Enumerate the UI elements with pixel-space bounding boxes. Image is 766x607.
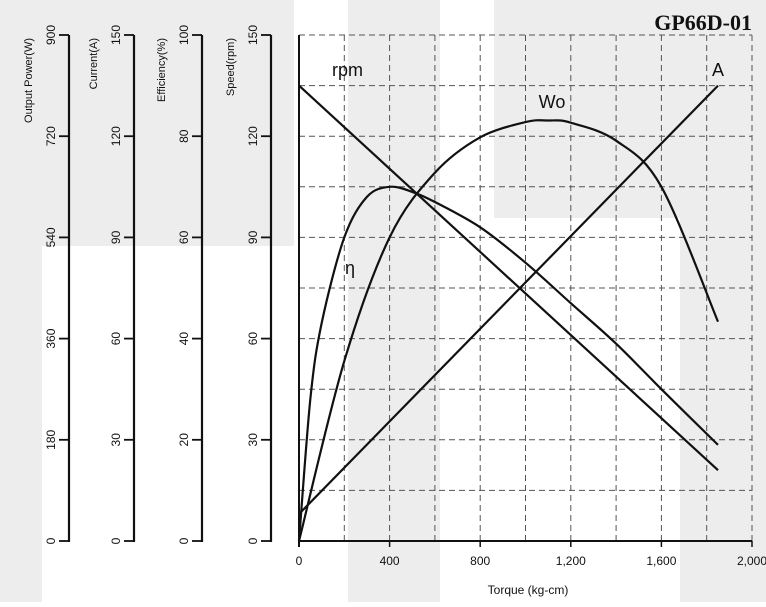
y-tick-label: 0: [44, 537, 58, 544]
speed-curve: [298, 84, 719, 471]
x-tick-label: 2,000: [737, 554, 766, 568]
current-curve: [298, 84, 719, 515]
series-label-efficiency: η: [345, 258, 355, 278]
y-tick-label: 60: [177, 230, 191, 244]
series-label-rpm: rpm: [332, 60, 363, 80]
chart-title: GP66D-01: [654, 10, 752, 35]
background-band: [680, 218, 766, 602]
y-tick-label: 20: [177, 433, 191, 447]
y-tick-label: 60: [109, 332, 123, 346]
x-tick-label: 0: [296, 554, 303, 568]
y-tick-label: 90: [246, 230, 260, 244]
axes: 0 400 800 1,200 1,600 2,0000180360540720900Ou…: [23, 25, 766, 568]
y-tick-label: 360: [44, 328, 58, 348]
y-tick-label: 0: [109, 537, 123, 544]
y-tick-label: 30: [246, 433, 260, 447]
labels: rpm A Wo η: [332, 60, 724, 278]
y-tick-label: 40: [177, 332, 191, 346]
y-tick-label: 0: [177, 537, 191, 544]
y-tick-label: 900: [44, 25, 58, 45]
y-tick-label: 80: [177, 129, 191, 143]
background-band: [0, 0, 42, 602]
x-axis-label: Torque (kg-cm): [488, 583, 569, 597]
background-band: [138, 0, 294, 246]
gridlines: [299, 34, 753, 541]
x-tick-label: 400: [380, 554, 400, 568]
series-label-current: A: [712, 60, 724, 80]
series: [297, 84, 720, 542]
y-tick-label: 150: [109, 25, 123, 45]
y-tick-label: 720: [44, 126, 58, 146]
y-axis-label: Speed(rpm): [225, 38, 237, 96]
output-power-curve: [297, 119, 720, 542]
x-tick-label: 1,200: [556, 554, 586, 568]
x-tick-label: 1,600: [646, 554, 676, 568]
y-tick-label: 120: [109, 126, 123, 146]
background-band: [494, 0, 766, 218]
y-tick-label: 90: [109, 230, 123, 244]
background-band: [42, 0, 108, 246]
y-axis-label: Current(A): [88, 38, 100, 89]
y-axis-label: Output Power(W): [23, 38, 35, 123]
y-tick-label: 540: [44, 227, 58, 247]
x-tick-label: 800: [470, 554, 490, 568]
y-tick-label: 0: [246, 537, 260, 544]
y-tick-label: 120: [246, 126, 260, 146]
y-tick-label: 180: [44, 429, 58, 449]
series-label-output-power: Wo: [539, 92, 566, 112]
y-tick-label: 30: [109, 433, 123, 447]
y-tick-label: 100: [177, 25, 191, 45]
y-axis-label: Efficiency(%): [156, 38, 168, 102]
y-tick-label: 60: [246, 332, 260, 346]
background-band: [348, 0, 440, 602]
y-tick-label: 150: [246, 25, 260, 45]
efficiency-curve: [297, 185, 719, 542]
